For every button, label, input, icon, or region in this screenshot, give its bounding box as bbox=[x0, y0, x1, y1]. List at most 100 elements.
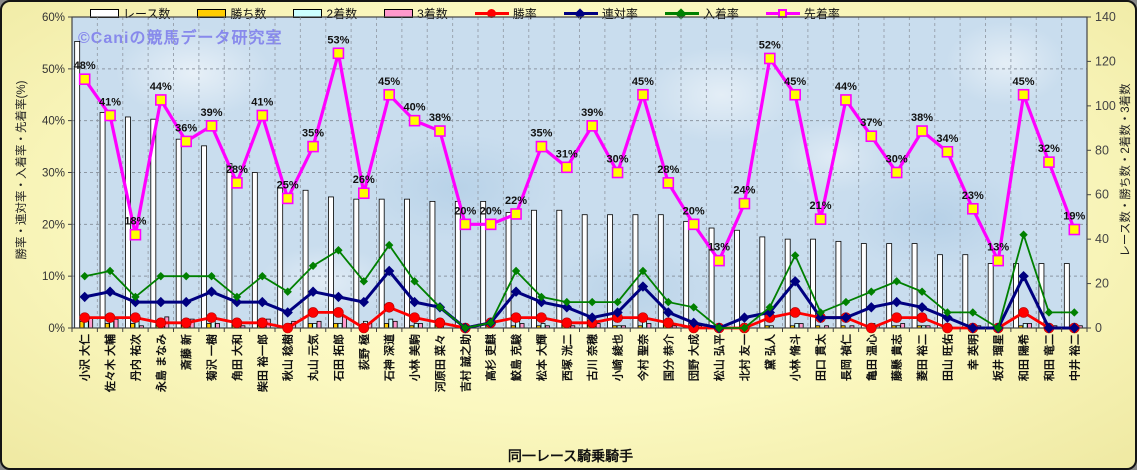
lead-rate-value-label: 19% bbox=[1063, 211, 1085, 223]
category-label: 中井 裕二 bbox=[1067, 334, 1081, 381]
lead-rate-value-label: 38% bbox=[911, 112, 933, 124]
win-rate-marker bbox=[510, 312, 522, 323]
lead-rate-value-label: 20% bbox=[683, 205, 705, 217]
race-count-bar bbox=[683, 220, 690, 329]
category-label: 藤懸 貴志 bbox=[890, 334, 904, 381]
category-label: 小崎 綾也 bbox=[611, 334, 625, 382]
lead-rate-marker bbox=[611, 166, 624, 179]
race-count-bar bbox=[531, 209, 537, 329]
win-rate-marker bbox=[358, 322, 370, 334]
lead-rate-value-label: 45% bbox=[378, 76, 400, 88]
lead-rate-marker bbox=[637, 88, 649, 101]
second-count-bar bbox=[312, 323, 318, 329]
lead-rate-marker bbox=[865, 130, 878, 143]
category-label: 田山 旺佑 bbox=[940, 334, 954, 381]
lead-rate-marker bbox=[78, 73, 91, 85]
win-rate-marker bbox=[866, 322, 877, 334]
lead-rate-value-label: 30% bbox=[607, 154, 629, 166]
top3-rate-marker bbox=[1019, 230, 1028, 239]
race-count-bar bbox=[353, 198, 360, 329]
lead-rate-value-label: 26% bbox=[353, 174, 375, 186]
right-tick-label: 100 bbox=[1095, 99, 1116, 113]
top2-rate-marker bbox=[383, 265, 395, 277]
top2-rate-marker bbox=[840, 312, 852, 323]
top2-rate-marker bbox=[942, 312, 953, 323]
race-count-bar bbox=[937, 254, 943, 329]
top2-rate-marker bbox=[561, 302, 573, 313]
race-count-bar bbox=[911, 243, 918, 329]
top3-rate-marker bbox=[384, 240, 394, 250]
lead-rate-marker bbox=[434, 125, 446, 137]
top3-rate-marker bbox=[232, 292, 242, 302]
win-rate-marker bbox=[333, 307, 344, 318]
top2-rate-marker bbox=[307, 286, 319, 297]
lead-rate-value-label: 34% bbox=[936, 133, 958, 145]
top3-rate-marker bbox=[587, 297, 597, 307]
win-count-bar bbox=[333, 323, 339, 329]
win-rate-marker bbox=[104, 312, 116, 323]
lead-rate-marker bbox=[789, 88, 801, 101]
win-rate-marker bbox=[130, 312, 141, 323]
category-label: 和田 竜二 bbox=[1042, 334, 1056, 381]
top3-rate-marker bbox=[968, 308, 978, 317]
category-label: 坂井 瑠星 bbox=[991, 334, 1005, 381]
top2-rate-marker bbox=[739, 312, 750, 323]
lead-rate-marker bbox=[205, 120, 218, 132]
lead-rate-value-label: 18% bbox=[124, 216, 146, 228]
lead-rate-value-label: 45% bbox=[1013, 76, 1035, 88]
category-label: 長岡 禎仁 bbox=[839, 334, 853, 381]
second-count-bar bbox=[540, 323, 546, 329]
category-label: 石田 拓郎 bbox=[331, 334, 345, 382]
category-label: 永島 まなみ bbox=[154, 334, 168, 393]
lead-rate-value-label: 52% bbox=[759, 39, 781, 51]
win-rate-marker bbox=[434, 317, 446, 329]
category-label: 小林 脩斗 bbox=[788, 334, 802, 382]
lead-rate-value-label: 35% bbox=[302, 128, 324, 140]
category-label: 秋山 稔樹 bbox=[281, 334, 295, 381]
lead-rate-marker bbox=[840, 94, 852, 106]
top3-rate-marker bbox=[689, 303, 698, 312]
race-count-bar bbox=[99, 112, 106, 329]
lead-rate-marker bbox=[1043, 156, 1055, 168]
lead-rate-value-label: 53% bbox=[327, 34, 349, 46]
left-tick-label: 0% bbox=[48, 323, 65, 335]
race-count-bar bbox=[277, 187, 284, 329]
race-count-bar bbox=[962, 254, 969, 329]
win-rate-marker bbox=[891, 312, 902, 323]
top2-rate-marker bbox=[1018, 270, 1029, 282]
win-count-bar bbox=[104, 323, 110, 329]
top2-rate-marker bbox=[916, 302, 928, 313]
win-rate-marker bbox=[409, 312, 420, 323]
gridlines bbox=[72, 16, 1087, 328]
top3-rate-marker bbox=[790, 251, 800, 260]
category-label: 幸 英明 bbox=[966, 334, 980, 370]
race-count-bar bbox=[581, 214, 588, 329]
top2-rate-marker bbox=[866, 302, 877, 313]
category-label: 荻野 極 bbox=[357, 334, 371, 370]
win-rate-marker bbox=[155, 317, 167, 329]
win-rate-marker bbox=[536, 312, 547, 323]
lead-rate-line bbox=[78, 47, 1081, 267]
race-count-bar bbox=[404, 198, 410, 329]
left-tick-label: 10% bbox=[42, 271, 65, 283]
lead-rate-marker bbox=[764, 52, 776, 65]
lead-rate-marker bbox=[738, 197, 751, 210]
lead-rate-value-label: 40% bbox=[404, 102, 426, 114]
lead-rate-value-label: 39% bbox=[581, 107, 603, 119]
legend-swatch-top2-rate bbox=[563, 7, 598, 20]
category-label: 佐々木 大輔 bbox=[103, 334, 117, 393]
lead-rate-marker bbox=[510, 208, 522, 220]
win-rate-marker bbox=[231, 317, 243, 329]
top3-rate-marker bbox=[537, 292, 546, 302]
top3-rate-marker bbox=[283, 287, 292, 296]
lead-rate-value-label: 39% bbox=[201, 107, 223, 119]
top2-rate-marker bbox=[663, 307, 674, 318]
second-count-bar bbox=[337, 323, 343, 329]
race-count-bar bbox=[175, 138, 182, 329]
lead-rate-marker bbox=[687, 218, 700, 231]
top2-rate-marker bbox=[282, 307, 293, 318]
category-label: 吉村 誠之助 bbox=[458, 334, 472, 392]
axis-ticks: 0% 10% 20% 30% 40% 50% 60% 0 20 40 60 80 100 120 140 bbox=[42, 10, 1116, 335]
